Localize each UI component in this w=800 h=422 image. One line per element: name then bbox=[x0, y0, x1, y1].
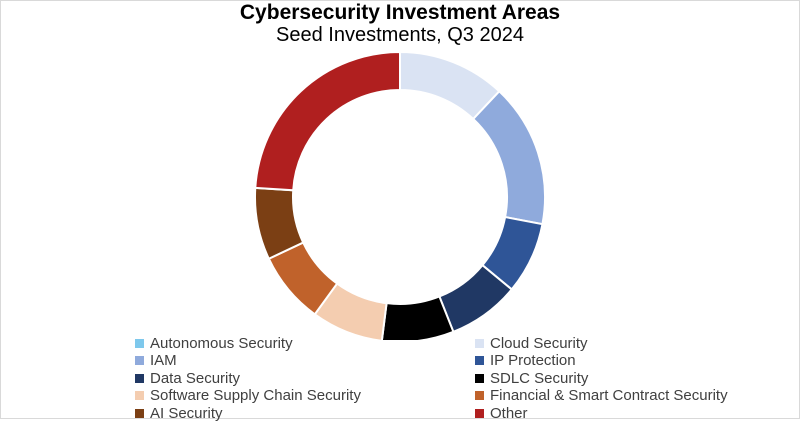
legend-item: SDLC Security bbox=[475, 369, 588, 387]
legend-label: Other bbox=[490, 404, 528, 422]
legend-swatch bbox=[135, 356, 144, 365]
legend-swatch bbox=[475, 338, 484, 348]
legend-label: SDLC Security bbox=[490, 369, 589, 387]
legend-item: Other bbox=[475, 404, 528, 422]
legend-item: AI Security bbox=[135, 404, 223, 422]
legend-label: Cloud Security bbox=[490, 334, 588, 352]
legend-swatch bbox=[475, 356, 484, 365]
legend-item: Software Supply Chain Security bbox=[135, 387, 361, 405]
legend-label: Data Security bbox=[150, 369, 241, 387]
legend-item: Autonomous Security bbox=[135, 334, 293, 352]
legend-item: IAM bbox=[135, 352, 177, 370]
chart-subtitle: Seed Investments, Q3 2024 bbox=[276, 24, 524, 46]
donut-slice-other bbox=[254, 50, 401, 192]
legend-swatch bbox=[475, 408, 484, 418]
legend-swatch bbox=[135, 373, 144, 383]
legend-swatch bbox=[475, 391, 484, 400]
chart-title: Cybersecurity Investment Areas bbox=[239, 1, 561, 24]
legend-swatch bbox=[135, 338, 144, 348]
legend-swatch bbox=[135, 408, 144, 418]
legend-label: IAM bbox=[150, 352, 177, 369]
legend-item: Data Security bbox=[135, 369, 240, 387]
legend-label: Software Supply Chain Security bbox=[150, 387, 361, 404]
legend-item: Cloud Security bbox=[475, 334, 588, 352]
legend-label: Financial & Smart Contract Security bbox=[490, 387, 728, 404]
donut-slice-iam bbox=[471, 89, 546, 226]
legend-swatch bbox=[135, 391, 144, 400]
legend-item: Financial & Smart Contract Security bbox=[475, 387, 728, 405]
legend-label: Autonomous Security bbox=[150, 334, 293, 352]
legend-label: AI Security bbox=[150, 404, 223, 422]
donut-chart bbox=[254, 50, 546, 340]
donut-slice-sdlc-security bbox=[380, 295, 455, 340]
legend-item: IP Protection bbox=[475, 352, 576, 370]
legend-swatch bbox=[475, 373, 484, 383]
legend-label: IP Protection bbox=[490, 352, 576, 369]
